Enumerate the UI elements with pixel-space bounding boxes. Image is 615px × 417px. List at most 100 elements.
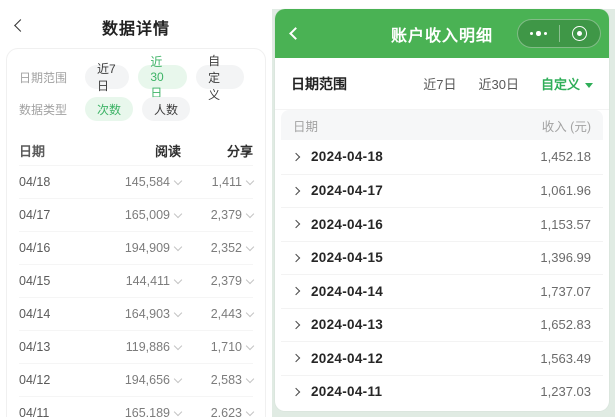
filter-label: 日期范围 (291, 75, 347, 92)
share-value-dropdown[interactable]: 1,411 (181, 175, 255, 189)
option-last7days[interactable]: 近7日 (423, 77, 457, 92)
row-income: 1,737.07 (540, 283, 591, 299)
filter-label: 数据类型 (19, 102, 68, 117)
income-card: 账户收入明细 日期范围 近7日 近30日 自定义 (275, 9, 609, 411)
row-income: 1,563.49 (540, 350, 591, 366)
chevron-right-icon (291, 253, 301, 262)
capsule-divider (558, 25, 560, 42)
row-date: 04/11 (19, 406, 50, 417)
table-body: 04/18 145,584 1,411 04/ (19, 165, 255, 417)
row-date: 04/12 (19, 373, 51, 387)
caret-down-icon (585, 83, 593, 88)
back-icon[interactable] (14, 19, 27, 32)
chevron-right-icon (291, 320, 301, 329)
chevron-down-icon (245, 407, 255, 416)
data-details-screen: 数据详情 日期范围 近7日 近30日 自定义 数据类型 次数 人数 日期 阅读 … (0, 0, 272, 417)
col-header-read: 阅读 (154, 143, 181, 159)
data-card: 日期范围 近7日 近30日 自定义 数据类型 次数 人数 日期 阅读 分享 (6, 48, 266, 417)
pill-count[interactable]: 次数 (85, 97, 134, 121)
row-date: 04/16 (19, 241, 51, 255)
chevron-right-icon (291, 220, 301, 229)
table-row: 04/12 194,656 2,583 (19, 363, 255, 396)
more-icon[interactable] (518, 20, 559, 47)
left-nav-bar: 数据详情 (0, 8, 272, 46)
income-row[interactable]: 2024-04-16 1,153.57 (281, 207, 603, 241)
col-header-date: 日期 (19, 143, 46, 159)
row-date: 04/13 (19, 340, 51, 354)
account-income-screen: 账户收入明细 日期范围 近7日 近30日 自定义 (272, 0, 615, 417)
status-bar-strip (272, 0, 615, 9)
read-value-dropdown[interactable]: 165,009 (73, 208, 183, 222)
data-type-filter: 数据类型 次数 人数 (19, 93, 253, 125)
option-custom[interactable]: 自定义 (541, 74, 593, 93)
chevron-down-icon (245, 308, 255, 317)
income-row[interactable]: 2024-04-17 1,061.96 (281, 173, 603, 207)
row-date: 04/14 (19, 307, 51, 321)
row-date: 2024-04-15 (311, 250, 384, 266)
pill-custom[interactable]: 自定义 (196, 54, 244, 102)
share-value-dropdown[interactable]: 2,443 (181, 307, 255, 321)
col-header-date: 日期 (293, 119, 319, 134)
income-row[interactable]: 2024-04-15 1,396.99 (281, 240, 603, 274)
read-value-dropdown[interactable]: 144,411 (73, 274, 183, 288)
share-value-dropdown[interactable]: 2,379 (181, 274, 255, 288)
page-title: 数据详情 (101, 21, 170, 38)
share-value-dropdown[interactable]: 1,710 (181, 340, 255, 354)
read-value-dropdown[interactable]: 194,909 (73, 241, 183, 255)
close-home-icon[interactable] (560, 20, 601, 47)
read-value-dropdown[interactable]: 145,584 (73, 175, 183, 189)
income-row[interactable]: 2024-04-11 1,237.03 (281, 374, 603, 408)
right-nav-bar: 账户收入明细 (275, 9, 609, 58)
read-value-dropdown[interactable]: 119,886 (73, 340, 183, 354)
chevron-down-icon (245, 242, 255, 251)
col-header-share: 分享 (226, 143, 253, 159)
date-range-filter: 日期范围 近7日 近30日 自定义 (19, 54, 253, 102)
pill-last7days[interactable]: 近7日 (85, 62, 130, 93)
table-header-row: 日期 收入 (元) (281, 110, 603, 140)
table-row: 04/18 145,584 1,411 (19, 165, 255, 198)
share-value-dropdown[interactable]: 2,583 (181, 373, 255, 387)
income-row[interactable]: 2024-04-14 1,737.07 (281, 274, 603, 308)
row-income: 1,396.99 (540, 250, 591, 266)
row-income: 1,061.96 (540, 183, 591, 199)
table-row: 04/13 119,886 1,710 (19, 330, 255, 363)
table-header-row: 日期 阅读 分享 (19, 135, 253, 165)
row-date: 04/15 (19, 274, 51, 288)
income-row[interactable]: 2024-04-13 1,652.83 (281, 307, 603, 341)
filter-label: 日期范围 (19, 70, 68, 85)
chevron-right-icon (291, 152, 301, 161)
table-row: 04/14 164,903 2,443 (19, 297, 255, 330)
chevron-right-icon (291, 354, 301, 363)
option-last30days[interactable]: 近30日 (478, 77, 519, 92)
read-value-dropdown[interactable]: 164,903 (73, 307, 183, 321)
pill-last30days[interactable]: 近30日 (138, 55, 188, 100)
read-value-dropdown[interactable]: 165,189 (73, 406, 183, 417)
chevron-down-icon (245, 176, 255, 185)
share-value-dropdown[interactable]: 2,623 (181, 406, 255, 417)
miniprogram-capsule (517, 19, 601, 48)
col-header-income: 收入 (元) (541, 119, 591, 134)
row-date: 2024-04-14 (311, 283, 384, 299)
table-body: 2024-04-18 1,452.18 2024-04-17 1,061.96 (281, 140, 603, 408)
table-row: 04/16 194,909 2,352 (19, 231, 255, 264)
back-icon[interactable] (289, 27, 302, 40)
share-value-dropdown[interactable]: 2,379 (181, 208, 255, 222)
table-row: 04/15 144,411 2,379 (19, 264, 255, 297)
share-value-dropdown[interactable]: 2,352 (181, 241, 255, 255)
row-income: 1,452.18 (540, 149, 591, 165)
page-title: 账户收入明细 (390, 27, 493, 45)
row-date: 2024-04-16 (311, 216, 384, 232)
row-income: 1,652.83 (540, 317, 591, 333)
row-income: 1,153.57 (540, 216, 591, 232)
pill-people[interactable]: 人数 (142, 97, 191, 121)
row-date: 2024-04-13 (311, 317, 384, 333)
chevron-right-icon (291, 186, 301, 195)
income-row[interactable]: 2024-04-18 1,452.18 (281, 140, 603, 174)
income-row[interactable]: 2024-04-12 1,563.49 (281, 341, 603, 375)
row-date: 2024-04-11 (311, 384, 383, 400)
read-value-dropdown[interactable]: 194,656 (73, 373, 183, 387)
date-range-filter: 日期范围 近7日 近30日 自定义 (275, 58, 609, 110)
row-date: 04/18 (19, 175, 51, 189)
row-date: 2024-04-18 (311, 149, 384, 165)
